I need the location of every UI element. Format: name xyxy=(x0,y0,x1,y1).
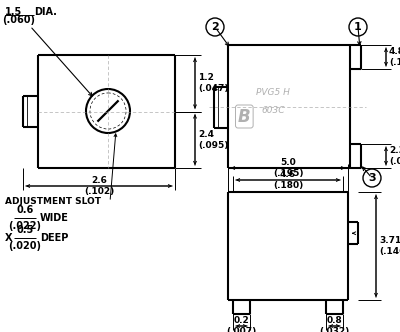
Text: 2: 2 xyxy=(211,22,219,32)
Text: 3: 3 xyxy=(368,173,376,183)
Text: (.060): (.060) xyxy=(2,15,35,25)
Text: (.195): (.195) xyxy=(273,169,303,178)
Text: (.032): (.032) xyxy=(319,327,350,332)
Text: (.180): (.180) xyxy=(273,181,303,190)
Text: (.090): (.090) xyxy=(389,157,400,166)
Text: 1.5: 1.5 xyxy=(5,7,22,17)
Text: 0.2: 0.2 xyxy=(234,316,249,325)
Text: 4.6: 4.6 xyxy=(280,170,296,179)
Text: B: B xyxy=(238,108,251,125)
Text: ADJUSTMENT SLOT: ADJUSTMENT SLOT xyxy=(5,198,101,207)
Text: PVG5 H: PVG5 H xyxy=(256,88,290,97)
Text: WIDE: WIDE xyxy=(40,213,69,223)
Text: 0.5: 0.5 xyxy=(16,225,34,235)
Text: 0.6: 0.6 xyxy=(16,205,34,215)
Text: 1.2: 1.2 xyxy=(198,73,214,82)
Text: (.146): (.146) xyxy=(379,247,400,256)
Text: 2.3: 2.3 xyxy=(389,146,400,155)
Text: (.095): (.095) xyxy=(198,141,228,150)
Text: (.102): (.102) xyxy=(84,187,114,196)
Text: 603C: 603C xyxy=(261,106,284,115)
Text: 5.0: 5.0 xyxy=(280,158,296,167)
Text: (.047): (.047) xyxy=(198,84,228,93)
Text: (.020): (.020) xyxy=(8,241,42,251)
Text: 4.8: 4.8 xyxy=(389,47,400,56)
Text: (.190): (.190) xyxy=(389,58,400,67)
Text: DEEP: DEEP xyxy=(40,233,68,243)
Text: 0.8: 0.8 xyxy=(327,316,342,325)
Text: X: X xyxy=(5,233,12,243)
Text: (.022): (.022) xyxy=(8,221,42,231)
Text: DIA.: DIA. xyxy=(34,7,57,17)
Text: 2.6: 2.6 xyxy=(91,176,107,185)
Text: 3.71: 3.71 xyxy=(379,236,400,245)
Text: 1: 1 xyxy=(354,22,362,32)
Text: 2.4: 2.4 xyxy=(198,130,214,139)
Text: (.007): (.007) xyxy=(226,327,257,332)
